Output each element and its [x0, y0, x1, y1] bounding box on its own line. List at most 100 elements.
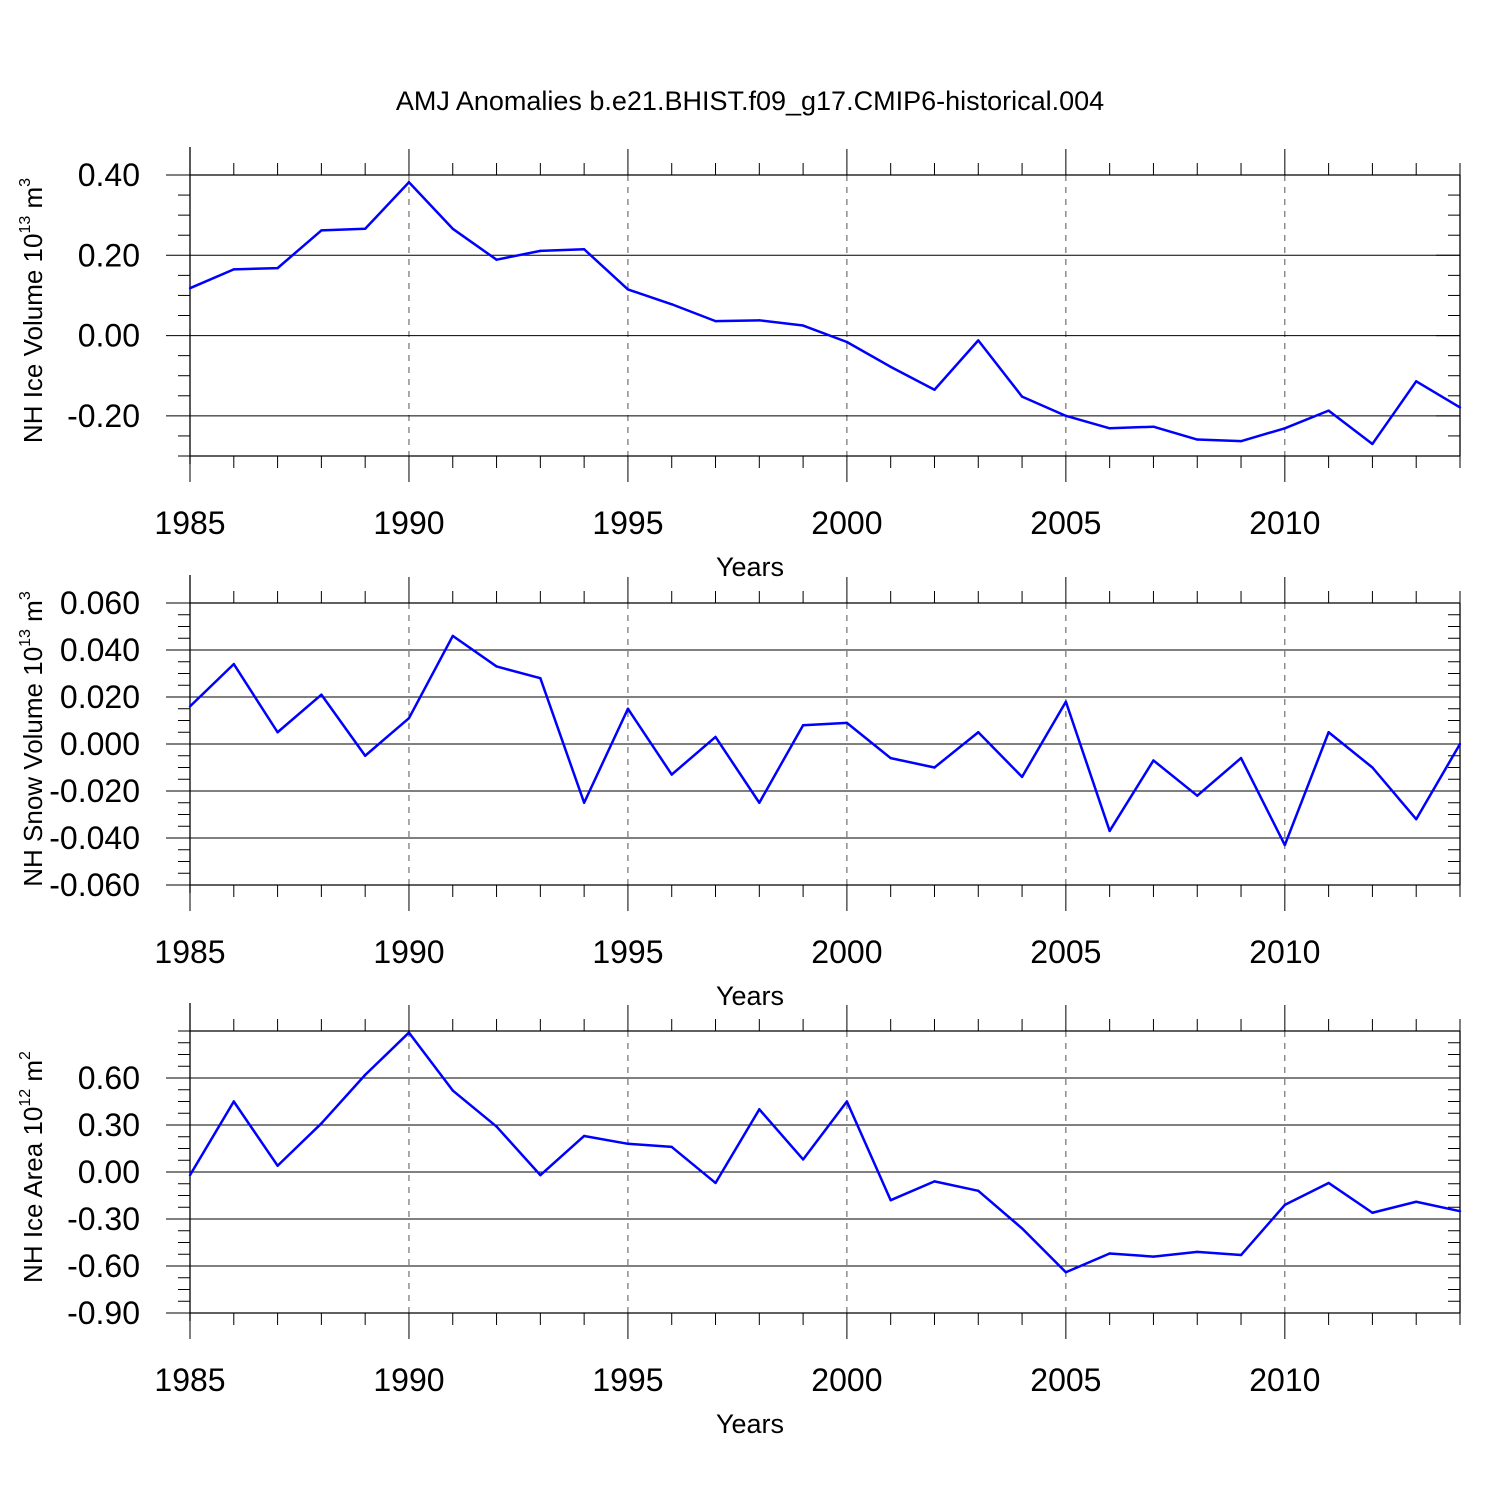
data-point [1458, 742, 1462, 746]
data-point [582, 248, 586, 251]
data-point [889, 1199, 892, 1202]
data-point [1415, 380, 1418, 383]
x-axis-label: Years [716, 981, 784, 1011]
y-axis-label-text: NH Ice Area 10 [18, 1107, 48, 1283]
x-tick-label: 2005 [1030, 1362, 1101, 1398]
data-point [582, 801, 586, 804]
data-point [451, 1089, 454, 1092]
data-point [1239, 439, 1243, 443]
y-tick-label: 0.60 [78, 1060, 140, 1096]
data-point [801, 724, 805, 727]
y-tick-label: -0.90 [67, 1295, 140, 1331]
data-point [889, 365, 892, 369]
y-axis-label: NH Ice Area 1012 m2 [17, 1051, 48, 1283]
data-point [1283, 1203, 1287, 1207]
data-point [495, 1125, 498, 1128]
data-point [363, 754, 367, 757]
data-point [670, 773, 673, 776]
data-point [451, 634, 454, 638]
x-axis-label: Years [716, 552, 784, 582]
y-axis-label-text: NH Snow Volume 10 [18, 647, 48, 887]
y-tick-label: -0.060 [49, 867, 140, 903]
series-line [189, 180, 1461, 446]
data-point [539, 677, 542, 680]
y-tick-label: 0.20 [78, 237, 140, 273]
x-tick-label: 2010 [1249, 934, 1320, 970]
x-tick-label: 2000 [811, 934, 882, 970]
panel-ice-area: 0.60 0.30 0.00 -0.30 -0.60 -0.90 1985 1990 1995 2… [17, 1003, 1462, 1439]
data-point [758, 801, 761, 804]
data-point [1327, 731, 1330, 734]
x-tick-label: 1995 [592, 934, 663, 970]
y-axis-label-exponent: 13 [17, 629, 34, 647]
data-point [1196, 794, 1199, 797]
y-axis-label-text: m [18, 600, 48, 629]
data-point [1458, 406, 1462, 409]
x-tick-label: 1985 [154, 505, 225, 541]
y-tick-label: -0.30 [67, 1201, 140, 1237]
data-point [1371, 766, 1374, 769]
x-axis-label: Years [716, 1409, 784, 1439]
data-point [933, 1180, 936, 1183]
data-point [1152, 1255, 1155, 1258]
data-point [363, 1073, 367, 1077]
data-point [1283, 843, 1287, 847]
x-tick-label: 1985 [154, 1362, 225, 1398]
y-axis-label-text: m [18, 187, 48, 216]
x-tick-label: 2000 [811, 505, 882, 541]
data-point [539, 249, 542, 253]
data-point [1327, 409, 1330, 412]
data-point [232, 268, 235, 271]
data-point [714, 319, 717, 323]
data-point [188, 287, 192, 290]
data-point [188, 1173, 192, 1177]
data-point [1064, 414, 1068, 418]
data-point [801, 324, 805, 327]
series-line [188, 1031, 1461, 1274]
data-point [320, 693, 323, 696]
series-line [189, 634, 1462, 847]
data-point [670, 1145, 673, 1149]
data-point [977, 1189, 980, 1193]
y-axis-label-exponent: 3 [17, 591, 34, 600]
data-point [1152, 425, 1155, 428]
y-tick-label: 0.00 [78, 1154, 140, 1190]
y-tick-label: -0.60 [67, 1248, 140, 1284]
data-point [539, 1173, 542, 1177]
panel-ice-volume: 0.40 0.20 0.00 -0.20 1985 1990 1995 2000 2005 201… [17, 147, 1462, 582]
y-tick-label: -0.020 [49, 773, 140, 809]
data-point [276, 1164, 279, 1167]
y-tick-label: 0.40 [78, 157, 140, 193]
data-point [714, 1181, 717, 1185]
y-axis-label-text: NH Ice Volume 10 [18, 234, 48, 444]
data-point [232, 662, 235, 666]
data-point [407, 1031, 411, 1034]
data-point [1283, 427, 1287, 430]
y-axis-label-exponent: 3 [17, 178, 34, 187]
data-point [1415, 1200, 1418, 1203]
data-point [276, 731, 279, 734]
y-tick-label: 0.040 [60, 632, 140, 668]
data-point [1371, 442, 1374, 446]
data-point [977, 731, 980, 734]
data-point [1196, 438, 1199, 441]
y-tick-label: -0.20 [67, 398, 140, 434]
x-tick-label: 1990 [373, 505, 444, 541]
y-tick-label: 0.00 [78, 318, 140, 354]
data-point [1064, 700, 1068, 703]
y-axis-label-exponent: 2 [17, 1051, 34, 1060]
data-point [845, 340, 849, 344]
data-point [626, 1142, 630, 1146]
x-tick-label: 1990 [373, 1362, 444, 1398]
data-point [363, 227, 367, 230]
data-point [451, 227, 454, 230]
data-point [714, 735, 717, 739]
data-point [933, 388, 936, 391]
data-point [188, 705, 192, 708]
data-point [1327, 1181, 1330, 1185]
data-point [1239, 1253, 1243, 1257]
data-point [495, 258, 498, 261]
data-point [670, 303, 673, 306]
data-point [1020, 1227, 1024, 1230]
data-point [407, 181, 411, 184]
